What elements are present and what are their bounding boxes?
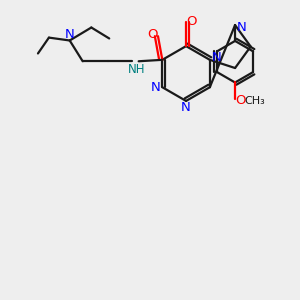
Text: O: O: [236, 94, 246, 107]
Text: CH₃: CH₃: [244, 96, 265, 106]
Text: N: N: [151, 81, 161, 94]
Text: N: N: [236, 21, 246, 34]
Text: N: N: [181, 101, 191, 114]
Text: N: N: [211, 51, 221, 64]
Text: O: O: [148, 28, 158, 41]
Text: NH: NH: [128, 63, 146, 76]
Text: O: O: [186, 14, 196, 28]
Text: N: N: [65, 28, 75, 41]
